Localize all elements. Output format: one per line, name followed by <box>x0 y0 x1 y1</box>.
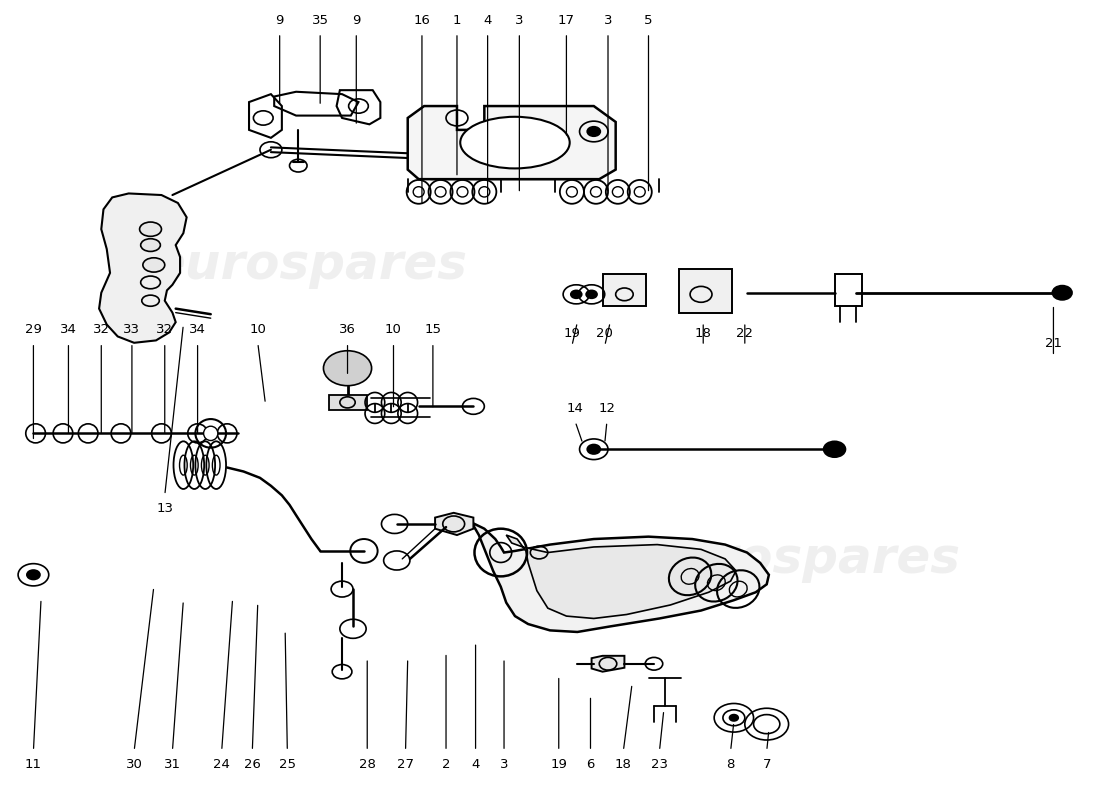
Text: 9: 9 <box>275 14 284 26</box>
Bar <box>329 395 367 410</box>
Ellipse shape <box>591 186 602 197</box>
Text: 18: 18 <box>695 326 712 340</box>
Ellipse shape <box>143 258 165 272</box>
Text: 16: 16 <box>414 14 430 26</box>
Text: 32: 32 <box>156 323 174 337</box>
Text: 6: 6 <box>586 758 595 770</box>
Text: 34: 34 <box>189 323 206 337</box>
Text: 5: 5 <box>645 14 652 26</box>
Circle shape <box>586 290 597 298</box>
Text: 26: 26 <box>244 758 261 770</box>
Text: 10: 10 <box>250 323 266 337</box>
Ellipse shape <box>478 186 490 197</box>
Text: 9: 9 <box>352 14 361 26</box>
Text: eurospares: eurospares <box>151 241 468 289</box>
Text: 30: 30 <box>125 758 143 770</box>
Circle shape <box>587 126 601 136</box>
Text: 23: 23 <box>651 758 668 770</box>
Ellipse shape <box>141 238 161 251</box>
Circle shape <box>824 442 846 457</box>
Polygon shape <box>99 194 187 342</box>
Text: 28: 28 <box>359 758 376 770</box>
Text: 27: 27 <box>397 758 414 770</box>
Text: 11: 11 <box>25 758 42 770</box>
Text: 29: 29 <box>25 323 42 337</box>
Text: 2: 2 <box>442 758 450 770</box>
Ellipse shape <box>460 117 570 169</box>
Ellipse shape <box>414 186 425 197</box>
Text: 1: 1 <box>453 14 461 26</box>
Text: 32: 32 <box>92 323 110 337</box>
Text: 18: 18 <box>615 758 631 770</box>
Bar <box>603 274 647 306</box>
Text: 13: 13 <box>156 502 174 514</box>
Text: 34: 34 <box>60 323 77 337</box>
Text: 14: 14 <box>566 402 584 415</box>
Ellipse shape <box>204 426 218 441</box>
Circle shape <box>1053 286 1072 300</box>
Circle shape <box>587 445 601 454</box>
Text: 24: 24 <box>213 758 230 770</box>
Text: 25: 25 <box>278 758 296 770</box>
Polygon shape <box>506 535 736 618</box>
Ellipse shape <box>635 186 646 197</box>
Bar <box>835 274 862 306</box>
Text: 4: 4 <box>483 14 492 26</box>
Ellipse shape <box>140 222 162 236</box>
Bar <box>679 269 732 313</box>
Text: 3: 3 <box>515 14 524 26</box>
Text: 7: 7 <box>762 758 771 770</box>
Text: 31: 31 <box>164 758 180 770</box>
Text: 19: 19 <box>563 326 581 340</box>
Text: 33: 33 <box>123 323 141 337</box>
Text: 20: 20 <box>596 326 613 340</box>
Text: 4: 4 <box>472 758 480 770</box>
Ellipse shape <box>436 186 446 197</box>
Circle shape <box>323 350 372 386</box>
Text: 35: 35 <box>311 14 329 26</box>
Text: 22: 22 <box>736 326 754 340</box>
Polygon shape <box>592 656 625 672</box>
Polygon shape <box>408 106 616 179</box>
Polygon shape <box>436 513 473 535</box>
Text: 15: 15 <box>425 323 441 337</box>
Text: 17: 17 <box>558 14 575 26</box>
Text: 36: 36 <box>339 323 356 337</box>
Circle shape <box>26 570 40 579</box>
Text: 19: 19 <box>550 758 568 770</box>
Text: eurospares: eurospares <box>644 535 959 583</box>
Text: 12: 12 <box>598 402 615 415</box>
Circle shape <box>571 290 582 298</box>
Text: 8: 8 <box>726 758 735 770</box>
Text: 21: 21 <box>1045 337 1062 350</box>
Polygon shape <box>446 521 769 632</box>
Ellipse shape <box>566 186 578 197</box>
Circle shape <box>729 714 738 721</box>
Ellipse shape <box>456 186 468 197</box>
Text: 3: 3 <box>604 14 613 26</box>
Text: 3: 3 <box>499 758 508 770</box>
Ellipse shape <box>613 186 624 197</box>
Text: 10: 10 <box>385 323 402 337</box>
